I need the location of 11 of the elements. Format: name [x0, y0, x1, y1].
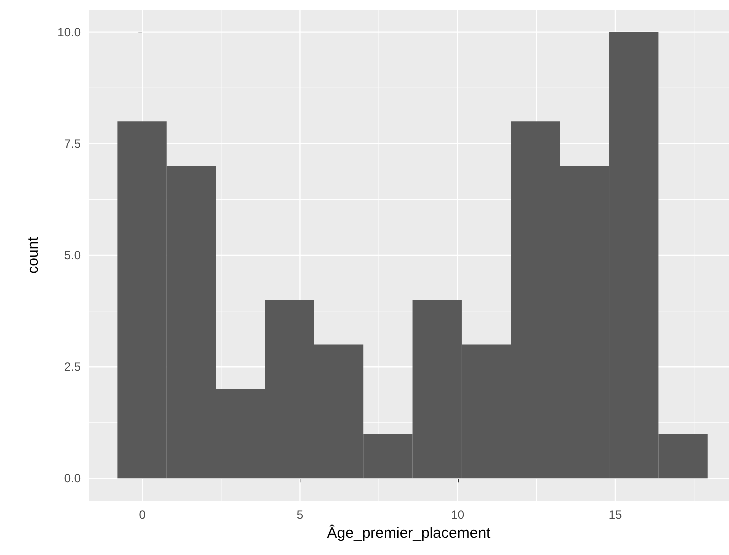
- x-tick-label: 10: [451, 508, 465, 522]
- x-tick-label: 0: [139, 508, 146, 522]
- y-axis-title: count: [25, 236, 42, 274]
- y-tick-label: 0.0: [64, 472, 82, 486]
- y-tick-label: 10.0: [58, 25, 82, 40]
- x-tick-label: 5: [296, 508, 304, 522]
- y-tick-label: 5.0: [64, 248, 82, 262]
- x-axis-title: Âge_premier_placement: [327, 524, 492, 542]
- y-tick-label: 7.5: [64, 136, 82, 151]
- x-tick-label: 15: [608, 508, 622, 522]
- y-tick-label: 2.5: [64, 360, 82, 374]
